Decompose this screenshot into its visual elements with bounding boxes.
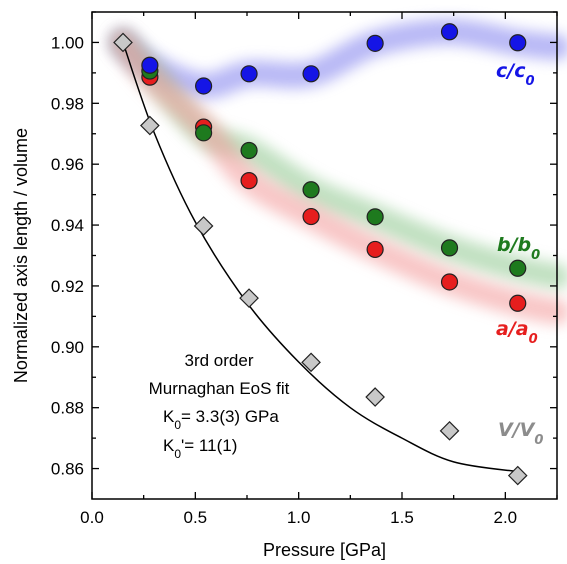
annotation-k0p-value: '= 11(1) [181, 436, 237, 455]
annotation-line-1: 3rd order [185, 351, 254, 370]
series-label-main: a/a [496, 318, 529, 340]
annotation-k0: K0= 3.3(3) GPa [163, 407, 279, 432]
volume-point [113, 32, 133, 53]
series-label-subscript: 0 [531, 248, 540, 263]
c-axis-point [509, 34, 527, 52]
annotation-k0p-symbol: K [163, 436, 175, 455]
y-tick-label: 0.92 [51, 277, 84, 296]
x-tick-label: 1.0 [287, 508, 311, 527]
series-label: V/V0 [498, 419, 543, 448]
annotation-line-2: Murnaghan EoS fit [149, 379, 290, 398]
a-axis-point [240, 172, 258, 190]
eos-fit-layer [122, 42, 518, 473]
annotation-k0-symbol: K [163, 407, 175, 426]
y-tick-label: 0.88 [51, 399, 84, 418]
series-label-main: c/c [496, 60, 526, 82]
volume-point [140, 115, 160, 136]
volume-point [301, 352, 321, 373]
x-tick-label: 2.0 [494, 508, 518, 527]
annotation-k0-subscript: 0 [174, 418, 181, 432]
annotation-k0-prime: K0'= 11(1) [163, 436, 237, 461]
volume-point [439, 420, 460, 441]
series-label-subscript: 0 [529, 332, 538, 347]
eos-fit-line [122, 42, 518, 473]
series-label-main: b/b [497, 234, 531, 256]
y-tick-label: 1.00 [51, 33, 84, 52]
series-label: a/a0 [496, 318, 538, 347]
y-tick-label: 0.98 [51, 94, 84, 113]
series-labels: c/c0b/b0a/a0V/V0 [496, 60, 543, 448]
annotation-k0p-subscript: 0 [174, 447, 181, 461]
x-tick-label: 0.5 [184, 508, 208, 527]
series-label-subscript: 0 [525, 74, 534, 89]
b-axis-point [240, 141, 258, 160]
x-tick-label: 1.5 [390, 508, 414, 527]
c-axis-point [141, 56, 159, 74]
y-axis-title: Normalized axis length / volume [11, 128, 31, 383]
volume-point [507, 465, 528, 486]
trend-band [110, 18, 567, 99]
data-points-layer [113, 23, 528, 486]
volume-point [239, 288, 259, 308]
a-axis-point [509, 294, 527, 312]
series-label-subscript: 0 [534, 433, 543, 448]
axes-layer: 0.0 0.5 1.0 1.5 2.0 0.86 0.88 0.90 0.92 0.94 0.96 0… [51, 11, 558, 527]
c-axis-point [366, 34, 384, 52]
trend-bands [110, 18, 567, 325]
y-tick-label: 0.94 [51, 216, 84, 235]
x-tick-label: 0.0 [80, 508, 104, 527]
series-label-main: V/V [498, 419, 536, 441]
b-axis-point [366, 208, 384, 226]
b-axis-point [302, 181, 320, 199]
series-label: b/b0 [497, 234, 540, 263]
annotation-k0-value: = 3.3(3) GPa [181, 407, 279, 426]
y-tick-label: 0.96 [51, 155, 84, 174]
x-axis-title: Pressure [GPa] [263, 540, 386, 560]
y-tick-label: 0.90 [51, 338, 84, 357]
a-axis-point [440, 273, 459, 291]
b-axis-point [509, 259, 527, 277]
c-axis-point [440, 23, 459, 41]
series-label: c/c0 [496, 60, 535, 89]
y-tick-label: 0.86 [51, 460, 84, 479]
b-axis-point [440, 239, 459, 257]
fit-annotation: 3rd order Murnaghan EoS fit K0= 3.3(3) G… [149, 351, 290, 461]
c-axis-point [195, 77, 213, 95]
a-axis-point [366, 240, 384, 259]
b-axis-point [195, 124, 213, 142]
volume-point [193, 216, 214, 236]
c-axis-point [240, 65, 258, 83]
c-axis-point [302, 65, 320, 83]
volume-point [365, 387, 385, 407]
a-axis-point [302, 207, 320, 226]
